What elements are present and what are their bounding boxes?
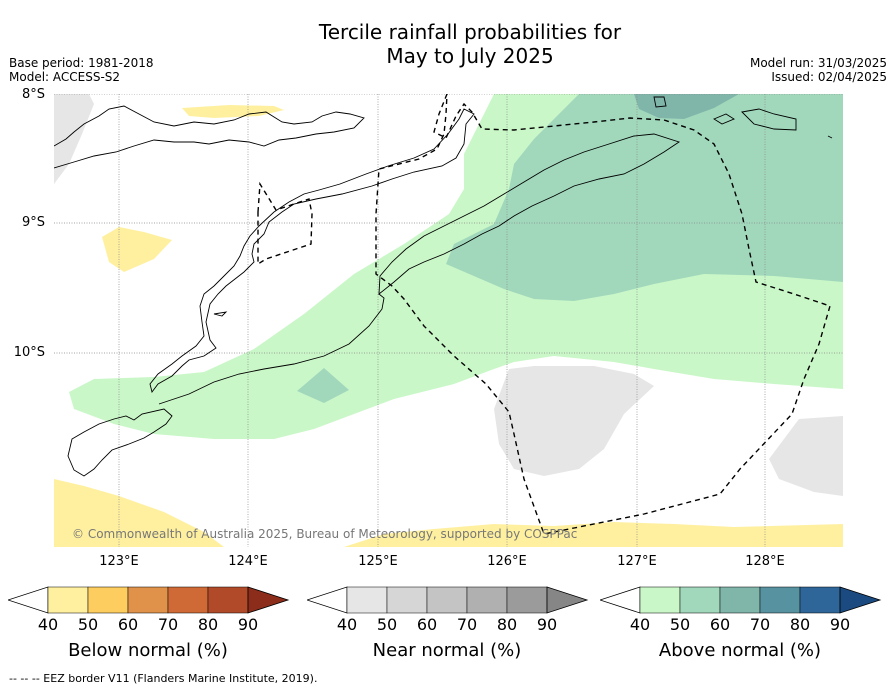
lon-label-128e: 128°E xyxy=(745,554,785,569)
below-tick-40: 40 xyxy=(37,615,59,634)
coastlines xyxy=(54,96,833,477)
above-tick-60: 60 xyxy=(709,615,731,634)
above-normal-colorbar xyxy=(600,586,882,614)
above-tick-40: 40 xyxy=(629,615,651,634)
above-normal-label: Above normal (%) xyxy=(658,640,822,661)
title-line-1: Tercile rainfall probabilities for xyxy=(318,20,622,44)
below-normal-40-region-sw xyxy=(54,479,224,547)
below-normal-40-region-north xyxy=(182,105,284,118)
below-tick-60: 60 xyxy=(117,615,139,634)
lon-label-124e: 124°E xyxy=(228,554,268,569)
near-tick-50: 50 xyxy=(376,615,398,634)
near-tick-90: 90 xyxy=(536,615,558,634)
eez-border-legend: -- -- -- EEZ border V11 (Flanders Marine… xyxy=(9,672,318,685)
lat-label-10s: 10°S xyxy=(13,345,45,360)
near-normal-40-region-east xyxy=(769,416,843,496)
lon-label-127e: 127°E xyxy=(617,554,657,569)
model-label: Model: ACCESS-S2 xyxy=(9,70,121,84)
lat-label-9s: 9°S xyxy=(21,215,45,230)
near-normal-40-region xyxy=(494,366,654,476)
near-normal-colorbar xyxy=(307,586,589,614)
near-tick-70: 70 xyxy=(456,615,478,634)
near-tick-80: 80 xyxy=(496,615,518,634)
above-tick-80: 80 xyxy=(789,615,811,634)
lon-label-126e: 126°E xyxy=(487,554,527,569)
below-normal-40-region-west xyxy=(102,227,172,272)
below-tick-70: 70 xyxy=(157,615,179,634)
near-normal-label: Near normal (%) xyxy=(372,640,522,661)
base-period-label: Base period: 1981-2018 xyxy=(9,56,154,70)
near-tick-40: 40 xyxy=(336,615,358,634)
issued-label: Issued: 02/04/2025 xyxy=(771,70,887,84)
above-normal-50-region xyxy=(446,94,843,301)
chart-title: Tercile rainfall probabilities for May t… xyxy=(0,20,896,68)
title-line-2: May to July 2025 xyxy=(386,44,554,68)
below-normal-ticks: 40 50 60 70 80 90 xyxy=(33,615,273,635)
above-tick-50: 50 xyxy=(669,615,691,634)
below-normal-label: Below normal (%) xyxy=(68,640,228,661)
above-tick-90: 90 xyxy=(829,615,851,634)
lon-label-125e: 125°E xyxy=(358,554,398,569)
below-tick-80: 80 xyxy=(197,615,219,634)
above-normal-ticks: 40 50 60 70 80 90 xyxy=(625,615,865,635)
below-normal-colorbar xyxy=(8,586,290,614)
below-tick-90: 90 xyxy=(237,615,259,634)
below-normal-40-region-south xyxy=(344,522,843,547)
copyright-text: © Commonwealth of Australia 2025, Bureau… xyxy=(72,527,577,541)
above-tick-70: 70 xyxy=(749,615,771,634)
eez-border xyxy=(257,94,831,535)
near-normal-ticks: 40 50 60 70 80 90 xyxy=(332,615,572,635)
below-tick-50: 50 xyxy=(77,615,99,634)
model-run-label: Model run: 31/03/2025 xyxy=(749,56,887,70)
near-normal-40-region-west xyxy=(54,94,94,184)
lon-label-123e: 123°E xyxy=(99,554,139,569)
above-normal-50-patch xyxy=(297,368,349,403)
near-tick-60: 60 xyxy=(416,615,438,634)
above-normal-60-region xyxy=(634,94,739,119)
lat-label-8s: 8°S xyxy=(21,87,45,102)
rainfall-probability-map: © Commonwealth of Australia 2025, Bureau… xyxy=(54,94,843,547)
